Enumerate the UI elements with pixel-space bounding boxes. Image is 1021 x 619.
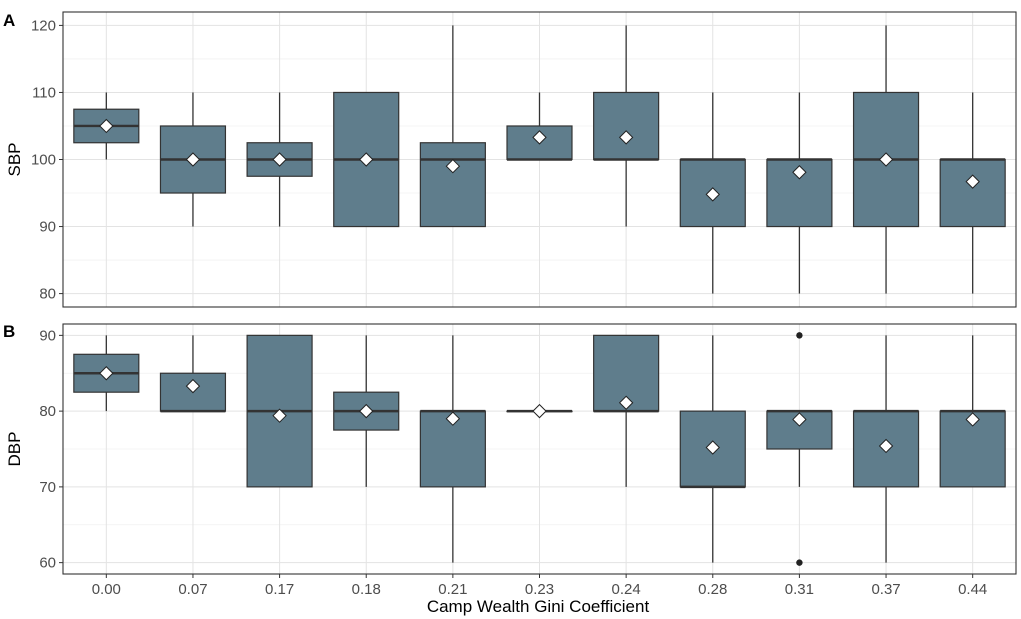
y-axis-title: DBP: [5, 432, 24, 467]
box-iqr: [939, 158, 1006, 228]
y-tick-label: 90: [39, 327, 56, 344]
y-tick-label: 110: [32, 84, 56, 101]
x-axis: 0.00 0.07 0.17 0.18 0.21 0.23 0.24 0.28 0.31 0.37…: [92, 574, 987, 598]
y-tick-label: 100: [31, 152, 56, 169]
x-tick-label: 0.07: [178, 581, 207, 598]
x-axis-title: Camp Wealth Gini Coefficient: [427, 597, 650, 616]
mean-marker: [792, 412, 807, 427]
outlier-point: [796, 559, 803, 566]
mean-marker: [705, 187, 720, 202]
panel-b-dbp: 60 70 80 90 DBP B: [3, 322, 1017, 575]
box-a-0.23: [506, 92, 573, 161]
mean-marker: [618, 130, 634, 145]
mean-marker: [99, 366, 114, 381]
y-tick-label: 60: [39, 555, 56, 572]
outlier-point: [796, 332, 803, 339]
panel-label: A: [3, 11, 15, 30]
box-a-0.37: [852, 25, 920, 294]
x-tick-label: 0.21: [438, 581, 467, 598]
y-axis-title: SBP: [5, 142, 24, 176]
box-a-0.28: [679, 92, 746, 294]
mean-marker: [359, 152, 374, 167]
mean-marker: [878, 438, 894, 454]
box-b-0.37: [852, 335, 920, 563]
mean-marker: [99, 118, 114, 134]
mean-marker: [705, 440, 720, 455]
mean-marker: [445, 158, 461, 174]
box-b-0.28: [679, 335, 746, 563]
mean-marker: [965, 412, 980, 427]
y-tick-label: 80: [39, 286, 56, 303]
mean-marker: [532, 403, 547, 419]
box-a-0.24: [593, 25, 660, 227]
x-tick-label: 0.31: [785, 581, 814, 598]
mean-marker: [878, 152, 894, 167]
box-iqr: [593, 91, 660, 161]
box-b-0.18: [333, 335, 400, 487]
mean-marker: [532, 130, 547, 145]
y-tick-label: 80: [39, 403, 56, 420]
box-a-0.17: [246, 92, 313, 227]
box-a-0.44: [939, 92, 1006, 294]
box-b-0.44: [939, 335, 1006, 488]
x-tick-label: 0.17: [265, 581, 294, 598]
mean-marker: [272, 152, 287, 167]
box-b-0.21: [419, 335, 486, 563]
y-tick-label: 70: [39, 479, 56, 496]
box-b-0.24: [593, 334, 660, 487]
x-tick-label: 0.18: [352, 581, 381, 598]
x-tick-label: 0.28: [698, 581, 727, 598]
box-b-0.00: [73, 335, 140, 412]
mean-marker: [185, 152, 201, 167]
mean-marker: [445, 411, 461, 426]
mean-marker: [618, 395, 634, 410]
box-a-0.07: [159, 92, 227, 227]
x-tick-label: 0.23: [525, 581, 554, 598]
y-tick-label: 90: [39, 219, 56, 236]
panel-label: B: [3, 322, 15, 341]
mean-marker: [185, 378, 201, 394]
x-tick-label: 0.37: [871, 581, 900, 598]
x-tick-label: 0.24: [612, 581, 641, 598]
box-a-0.00: [73, 92, 140, 160]
box-b-0.07: [159, 335, 227, 413]
x-tick-label: 0.00: [92, 581, 121, 598]
y-tick-label: 120: [31, 17, 56, 34]
box-iqr: [419, 142, 486, 228]
mean-marker: [272, 408, 287, 423]
box-a-0.18: [333, 91, 400, 228]
box-b-0.23: [506, 403, 573, 419]
x-tick-label: 0.44: [958, 581, 987, 598]
box-b-0.31: [766, 332, 833, 566]
mean-marker: [792, 165, 807, 180]
panel-a-sbp: 80 90 100 110 120 SBP A: [3, 11, 1017, 308]
mean-marker: [965, 174, 980, 189]
box-a-0.31: [766, 92, 833, 294]
box-b-0.17: [246, 334, 313, 488]
mean-marker: [359, 403, 374, 419]
box-a-0.21: [419, 25, 486, 228]
